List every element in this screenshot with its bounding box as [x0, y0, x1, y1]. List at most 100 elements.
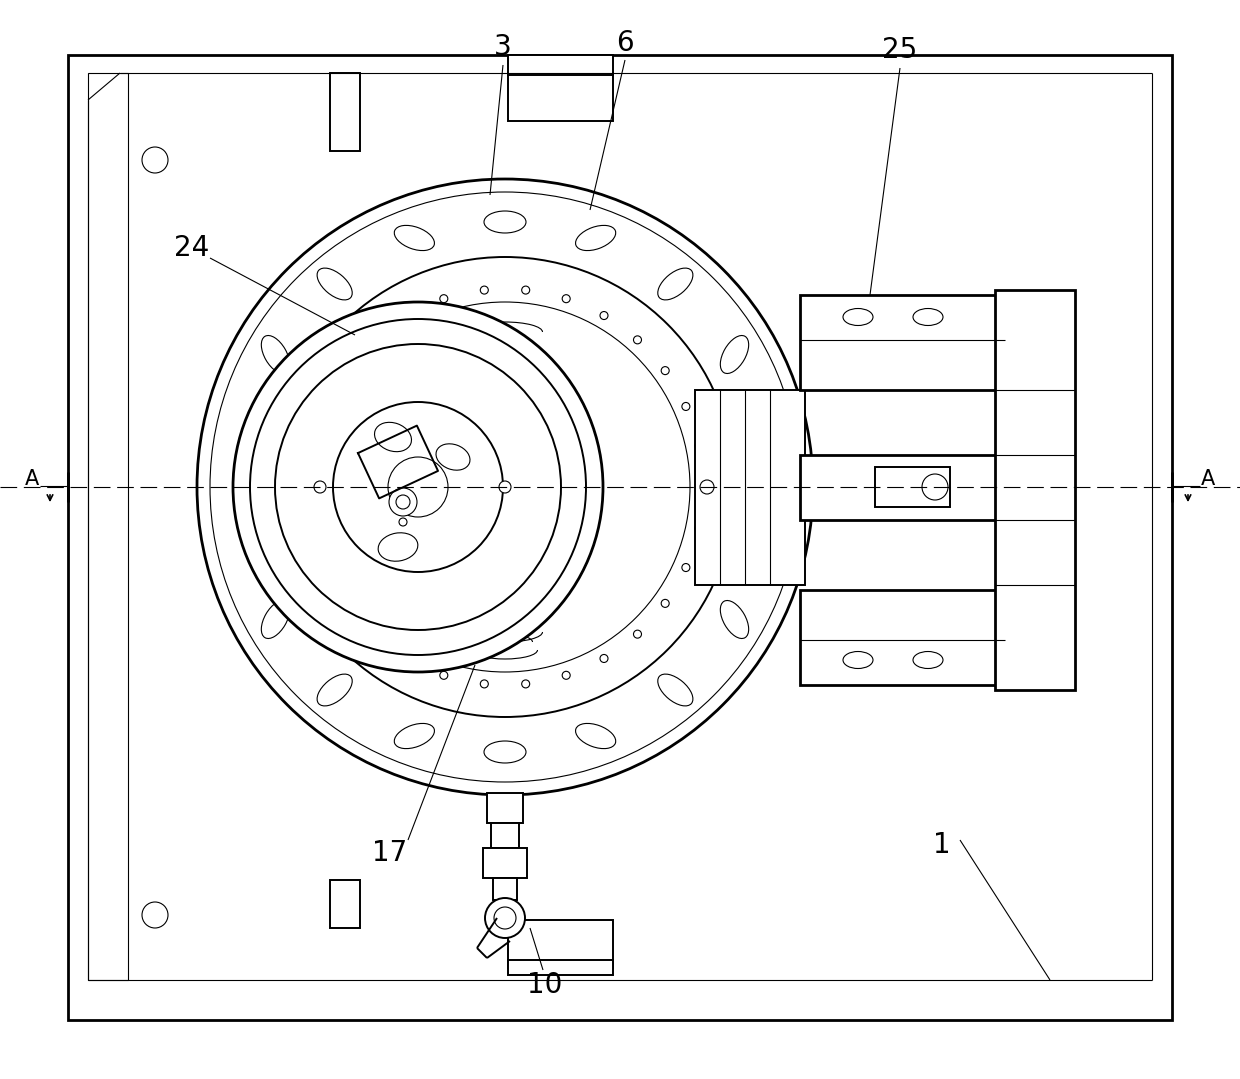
- Circle shape: [522, 680, 529, 688]
- Circle shape: [275, 257, 735, 718]
- Bar: [68, 55, 1172, 1020]
- Ellipse shape: [317, 268, 352, 300]
- Ellipse shape: [843, 652, 873, 669]
- Circle shape: [399, 518, 407, 525]
- Bar: [508, 960, 613, 975]
- Ellipse shape: [484, 211, 526, 233]
- Circle shape: [494, 907, 516, 929]
- Circle shape: [600, 312, 608, 319]
- Bar: [508, 73, 613, 121]
- Ellipse shape: [317, 674, 352, 706]
- Circle shape: [440, 671, 448, 680]
- Ellipse shape: [913, 309, 942, 326]
- Circle shape: [320, 402, 329, 410]
- Text: A: A: [25, 469, 40, 489]
- Bar: [994, 290, 1075, 689]
- Bar: [494, 878, 517, 900]
- Circle shape: [143, 902, 167, 928]
- Circle shape: [341, 599, 348, 607]
- Ellipse shape: [575, 226, 616, 250]
- Circle shape: [143, 147, 167, 173]
- Bar: [800, 455, 1004, 520]
- Bar: [330, 73, 360, 151]
- Ellipse shape: [436, 443, 470, 470]
- Ellipse shape: [843, 309, 873, 326]
- Ellipse shape: [394, 723, 434, 749]
- Circle shape: [210, 192, 800, 782]
- Circle shape: [389, 488, 417, 516]
- Bar: [491, 823, 520, 848]
- Text: 6: 6: [616, 29, 634, 57]
- Circle shape: [634, 336, 641, 344]
- Bar: [88, 73, 128, 980]
- Ellipse shape: [394, 226, 434, 250]
- Circle shape: [634, 630, 641, 638]
- Ellipse shape: [720, 336, 749, 373]
- Ellipse shape: [657, 268, 693, 300]
- Text: 1: 1: [934, 831, 951, 859]
- Ellipse shape: [913, 652, 942, 669]
- Bar: [487, 793, 523, 823]
- Circle shape: [402, 312, 410, 319]
- Text: 25: 25: [883, 36, 918, 64]
- Text: 10: 10: [527, 971, 563, 999]
- Circle shape: [320, 302, 689, 672]
- Circle shape: [694, 441, 703, 450]
- Circle shape: [682, 563, 689, 572]
- Text: A: A: [1200, 469, 1215, 489]
- Ellipse shape: [755, 513, 777, 554]
- Circle shape: [320, 563, 329, 572]
- Circle shape: [341, 367, 348, 374]
- Circle shape: [368, 336, 377, 344]
- Circle shape: [233, 302, 603, 672]
- Bar: [800, 590, 1004, 685]
- Circle shape: [562, 671, 570, 680]
- Circle shape: [522, 286, 529, 295]
- Circle shape: [368, 630, 377, 638]
- Ellipse shape: [755, 420, 777, 462]
- Text: 24: 24: [175, 234, 210, 262]
- Circle shape: [701, 480, 714, 494]
- Bar: [484, 848, 527, 878]
- Bar: [330, 880, 360, 928]
- Circle shape: [197, 179, 813, 795]
- Text: 3: 3: [494, 33, 512, 62]
- Bar: [694, 390, 805, 585]
- Ellipse shape: [378, 533, 418, 561]
- Circle shape: [600, 655, 608, 663]
- Circle shape: [303, 483, 311, 491]
- Circle shape: [480, 286, 489, 295]
- Ellipse shape: [374, 422, 412, 452]
- Bar: [508, 55, 613, 76]
- Ellipse shape: [575, 723, 616, 749]
- Circle shape: [396, 495, 410, 509]
- Ellipse shape: [262, 336, 290, 373]
- Circle shape: [402, 655, 410, 663]
- Ellipse shape: [657, 674, 693, 706]
- Circle shape: [275, 344, 560, 630]
- Circle shape: [250, 319, 587, 655]
- Circle shape: [308, 524, 315, 532]
- Circle shape: [682, 402, 689, 410]
- Ellipse shape: [484, 741, 526, 763]
- Circle shape: [480, 680, 489, 688]
- Bar: [800, 295, 1004, 390]
- Bar: [875, 467, 950, 507]
- Circle shape: [334, 402, 503, 572]
- Bar: [508, 920, 613, 968]
- Circle shape: [498, 481, 511, 493]
- Ellipse shape: [720, 601, 749, 639]
- Circle shape: [562, 295, 570, 303]
- Circle shape: [314, 481, 326, 493]
- Circle shape: [308, 441, 315, 450]
- Circle shape: [485, 898, 525, 938]
- Circle shape: [699, 483, 707, 491]
- Circle shape: [661, 367, 670, 374]
- Circle shape: [694, 524, 703, 532]
- Circle shape: [923, 474, 949, 500]
- Ellipse shape: [262, 601, 290, 639]
- Text: 17: 17: [372, 839, 408, 868]
- Circle shape: [388, 457, 448, 517]
- Circle shape: [661, 599, 670, 607]
- Circle shape: [440, 295, 448, 303]
